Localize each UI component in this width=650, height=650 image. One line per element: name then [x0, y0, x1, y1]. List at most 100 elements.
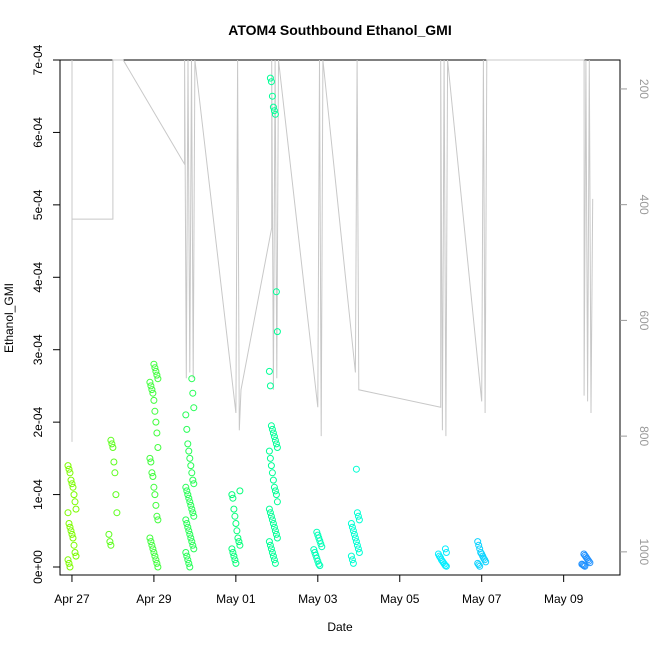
- data-point: [269, 552, 277, 560]
- data-point: [183, 520, 191, 527]
- data-point: [153, 371, 161, 379]
- data-point: [229, 494, 237, 502]
- x-tick-label: May 03: [298, 592, 338, 606]
- chart-title: ATOM4 Southbound Ethanol_GMI: [228, 22, 451, 38]
- data-point: [146, 378, 154, 386]
- data-point: [184, 556, 192, 564]
- data-point: [185, 494, 193, 502]
- scatter-points-layer: [64, 74, 594, 571]
- data-point: [182, 549, 190, 556]
- data-point: [442, 562, 450, 570]
- y-tick-label: 4e-04: [31, 262, 45, 293]
- data-point: [185, 447, 193, 455]
- data-point: [65, 465, 73, 473]
- data-point: [273, 498, 281, 506]
- data-point: [265, 447, 273, 455]
- data-point: [271, 527, 279, 535]
- data-point: [188, 538, 196, 546]
- x-axis: Apr 27 Apr 29 May 01 May 03 May 05 May 07 May …: [54, 575, 584, 606]
- data-point: [183, 425, 191, 433]
- data-point: [272, 440, 280, 448]
- data-point: [188, 505, 196, 513]
- data-point: [271, 110, 279, 118]
- data-point: [71, 498, 79, 506]
- data-point: [189, 541, 197, 549]
- data-point: [111, 469, 119, 477]
- data-point: [265, 505, 273, 513]
- data-point: [151, 364, 159, 372]
- data-point: [64, 556, 72, 564]
- data-point: [272, 288, 280, 296]
- data-point: [266, 509, 274, 517]
- data-point: [186, 530, 194, 538]
- data-point: [229, 549, 237, 556]
- data-point: [147, 538, 155, 546]
- y2-tick-label: 600: [637, 310, 650, 330]
- data-point: [148, 469, 156, 477]
- data-point: [184, 523, 192, 531]
- x-tick-label: May 07: [462, 592, 502, 606]
- data-point: [347, 552, 355, 560]
- data-point: [109, 444, 117, 451]
- y2-tick-label: 800: [637, 426, 650, 446]
- data-point: [270, 523, 278, 531]
- data-point: [149, 473, 157, 480]
- data-point: [475, 541, 483, 549]
- data-point: [234, 534, 242, 542]
- data-point: [150, 549, 158, 556]
- data-point: [147, 458, 155, 466]
- data-point: [69, 534, 77, 542]
- data-point: [184, 491, 192, 499]
- data-point: [148, 541, 156, 549]
- data-point: [231, 556, 239, 564]
- x-tick-label: May 09: [544, 592, 584, 606]
- data-point: [190, 512, 198, 520]
- data-point: [442, 549, 450, 556]
- data-point: [266, 541, 274, 549]
- data-point: [316, 562, 324, 570]
- data-point: [112, 491, 120, 499]
- data-point: [189, 389, 197, 397]
- data-point: [350, 530, 358, 538]
- data-point: [190, 545, 198, 553]
- data-point: [268, 516, 276, 524]
- data-point: [187, 462, 195, 470]
- data-point: [190, 404, 198, 412]
- x-tick-label: Apr 27: [54, 592, 90, 606]
- data-point: [270, 556, 278, 564]
- data-point: [315, 560, 323, 568]
- data-point: [236, 487, 244, 495]
- data-point: [71, 549, 79, 556]
- data-point: [151, 491, 159, 499]
- y2-tick-label: 400: [637, 195, 650, 215]
- data-point: [269, 429, 277, 437]
- data-point: [480, 554, 488, 562]
- y2-axis: 200 400 600 800 1000: [620, 79, 650, 566]
- data-point: [187, 534, 195, 542]
- data-point: [188, 469, 196, 477]
- data-point: [105, 530, 113, 538]
- data-point: [189, 509, 197, 517]
- data-point: [186, 454, 194, 462]
- data-point: [267, 422, 275, 430]
- x-tick-label: May 01: [216, 592, 256, 606]
- y-tick-label: 2e-04: [31, 406, 45, 437]
- x-tick-label: Apr 29: [136, 592, 172, 606]
- y-axis: 0e+00 1e-04 2e-04 3e-04 4e-04 5e-04 6e-04 7e-04: [31, 44, 60, 584]
- data-point: [68, 530, 76, 538]
- data-point: [270, 433, 278, 441]
- data-point: [66, 469, 74, 477]
- data-point: [482, 558, 490, 566]
- data-point: [268, 92, 276, 100]
- data-point: [266, 454, 274, 462]
- data-point: [441, 545, 449, 553]
- data-point: [349, 559, 357, 567]
- data-point: [65, 559, 73, 567]
- data-point: [272, 491, 280, 499]
- data-point: [235, 538, 243, 546]
- data-point: [236, 541, 244, 549]
- data-point: [348, 556, 356, 564]
- data-point: [149, 545, 157, 553]
- data-point: [268, 469, 276, 477]
